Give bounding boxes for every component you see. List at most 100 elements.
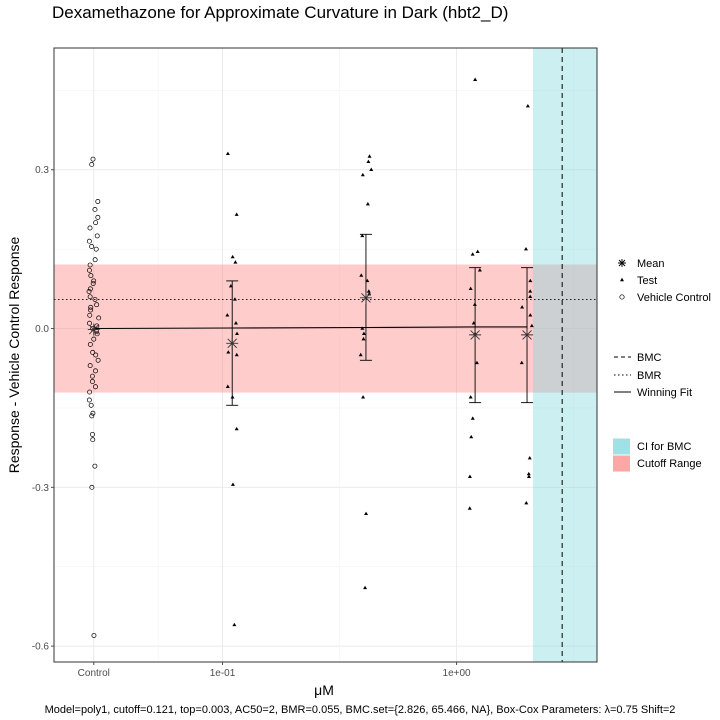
vehicle-control-point <box>94 323 100 329</box>
test-point <box>524 501 529 505</box>
test-point <box>234 426 239 431</box>
plot-panel: 0.3 0.0 -0.3 -0.6 Control 1e-01 1e+00 <box>32 47 598 679</box>
legend-label: Cutoff Range <box>637 458 702 470</box>
test-point <box>366 159 371 164</box>
test-point <box>360 233 365 238</box>
legend-cutoff-key <box>613 455 630 472</box>
legend-label: BMR <box>637 370 662 382</box>
vehicle-control-point <box>87 363 93 369</box>
test-point <box>475 249 480 253</box>
y-tick-label: -0.6 <box>32 642 50 653</box>
vehicle-control-point <box>89 484 95 490</box>
vehicle-control-point <box>96 315 102 321</box>
vehicle-control-point <box>90 281 96 286</box>
test-point <box>470 252 475 256</box>
vehicle-control-point <box>87 225 93 231</box>
test-point <box>369 167 374 171</box>
mean-marker <box>87 323 100 336</box>
test-point <box>225 313 230 317</box>
y-tick-label: -0.3 <box>32 483 50 494</box>
y-tick-label: 0.0 <box>35 324 49 335</box>
vehicle-control-point <box>90 431 95 437</box>
legend-label: Winning Fit <box>637 387 692 399</box>
test-point <box>234 331 239 336</box>
test-point <box>529 323 534 328</box>
test-point <box>232 622 237 627</box>
test-point <box>528 294 533 298</box>
vehicle-control-point <box>91 278 97 284</box>
test-point <box>225 384 230 388</box>
test-point <box>525 104 530 108</box>
legend-label: Test <box>637 275 657 287</box>
chart-title: Dexamethazone for Approximate Curvature … <box>52 3 508 22</box>
caption: Model=poly1, cutoff=0.121, top=0.003, AC… <box>45 704 676 716</box>
test-point <box>230 254 235 259</box>
test-point <box>234 352 239 357</box>
test-point <box>528 289 533 293</box>
test-point <box>360 326 365 330</box>
vehicle-control-point <box>89 373 95 379</box>
legend-test-key <box>620 277 624 282</box>
vehicle-control-point <box>86 238 92 244</box>
test-point <box>520 305 525 309</box>
vehicle-control-point <box>88 273 94 279</box>
test-point <box>468 286 473 291</box>
vehicle-control-point <box>88 304 94 310</box>
x-tick-label: 1e-01 <box>210 668 236 679</box>
test-point <box>226 350 231 354</box>
test-point <box>358 352 363 357</box>
test-point <box>528 313 533 317</box>
test-point <box>366 289 371 293</box>
vehicle-control-point <box>89 161 95 167</box>
vehicle-control-point <box>95 199 101 204</box>
mean-marker <box>226 337 239 350</box>
test-point <box>367 291 372 296</box>
vehicle-control-point <box>90 156 96 162</box>
test-point <box>363 585 368 590</box>
vehicle-control-point <box>90 410 96 416</box>
test-point <box>361 331 366 336</box>
vehicle-control-point <box>89 413 95 419</box>
vehicle-control-point <box>88 402 94 408</box>
test-point <box>468 395 473 399</box>
x-tick-label: Control <box>78 668 110 679</box>
bmc-ci-band <box>532 48 597 662</box>
legend-vehicle-control-key <box>619 294 625 300</box>
test-point <box>232 297 237 301</box>
test-point <box>234 212 239 216</box>
vehicle-control-point <box>88 307 93 313</box>
test-point <box>467 506 472 510</box>
vehicle-control-point <box>87 341 93 347</box>
vehicle-control-point <box>90 379 95 384</box>
test-point <box>469 434 474 439</box>
vehicle-control-point <box>92 296 98 302</box>
vehicle-control-point <box>93 352 99 358</box>
mean-marker <box>469 328 482 341</box>
legend-label: CI for BMC <box>637 441 691 453</box>
test-point <box>528 278 533 283</box>
test-point <box>360 172 365 177</box>
test-point <box>361 395 366 399</box>
vehicle-control-point <box>93 368 98 374</box>
vehicle-control-point <box>92 463 98 469</box>
test-point <box>359 273 364 277</box>
mean-marker <box>359 291 372 304</box>
panel-border <box>53 47 598 663</box>
vehicle-control-point <box>90 437 96 443</box>
vehicle-control-point <box>91 336 97 342</box>
test-point <box>233 321 238 325</box>
vehicle-control-point <box>86 289 92 294</box>
vehicle-control-point <box>93 384 98 390</box>
legend-mean-key <box>618 259 626 267</box>
test-point <box>474 360 479 365</box>
test-point <box>367 154 372 158</box>
vehicle-control-point <box>93 220 99 226</box>
vehicle-control-point <box>94 331 100 337</box>
test-point <box>527 456 532 460</box>
legend: Mean Test Vehicle Control BMC BMR Winning Fit… <box>613 258 711 472</box>
x-tick-label: 1e+00 <box>443 668 472 679</box>
vehicle-control-point <box>89 244 95 249</box>
test-point <box>365 201 370 206</box>
vehicle-control-point <box>86 267 92 273</box>
